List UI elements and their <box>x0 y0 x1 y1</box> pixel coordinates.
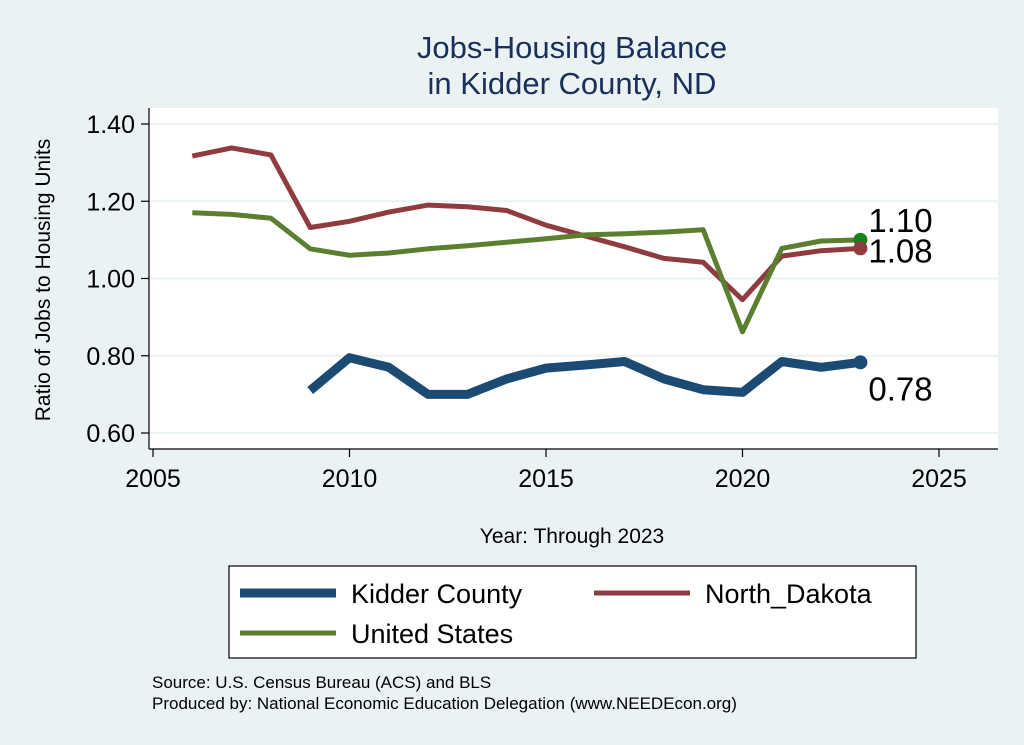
y-tick-label: 0.80 <box>86 343 135 371</box>
grid-lines <box>149 123 998 434</box>
y-axis-label: Ratio of Jobs to Housing Units <box>32 139 55 421</box>
chart-title-line-2: in Kidder County, ND <box>428 66 717 101</box>
end-label-kidder-county: 0.78 <box>868 370 932 407</box>
x-tick-label: 2015 <box>518 465 574 493</box>
producer-note: Produced by: National Economic Education… <box>152 694 737 713</box>
end-label-north-dakota: 1.08 <box>868 232 932 269</box>
y-tick-label: 1.20 <box>86 188 135 216</box>
series-line-united-states <box>192 210 861 335</box>
end-label-united-states: 1.10 <box>868 202 932 239</box>
series-line-north-dakota <box>191 145 861 303</box>
end-labels: 0.78 1.081.10 <box>868 202 932 407</box>
series-line-kidder-county <box>307 353 861 399</box>
x-tick-label: 2005 <box>125 465 181 493</box>
axis-ticks: 0.60 0.80 1.00 1.20 1.40 2005 2010 2015 2020 2025 <box>86 111 966 493</box>
chart-title-line-1: Jobs-Housing Balance <box>417 30 727 65</box>
legend-label-north-dakota: North_Dakota <box>705 579 873 609</box>
legend-label-united-states: United States <box>351 619 513 649</box>
legend-box <box>228 565 917 659</box>
x-tick-label: 2010 <box>322 465 378 493</box>
source-note: Source: U.S. Census Bureau (ACS) and BLS <box>152 673 491 692</box>
end-marker-kidder-county <box>853 355 868 370</box>
y-tick-label: 0.60 <box>86 420 135 448</box>
legend-label-kidder: Kidder County <box>351 579 523 609</box>
x-axis-label: Year: Through 2023 <box>480 525 665 548</box>
x-tick-label: 2025 <box>911 465 967 493</box>
y-tick-label: 1.00 <box>86 266 135 294</box>
end-markers <box>853 232 868 370</box>
x-tick-label: 2020 <box>715 465 771 493</box>
y-tick-label: 1.40 <box>86 111 135 139</box>
series-lines <box>191 145 861 399</box>
end-marker-north-dakota <box>853 241 868 256</box>
